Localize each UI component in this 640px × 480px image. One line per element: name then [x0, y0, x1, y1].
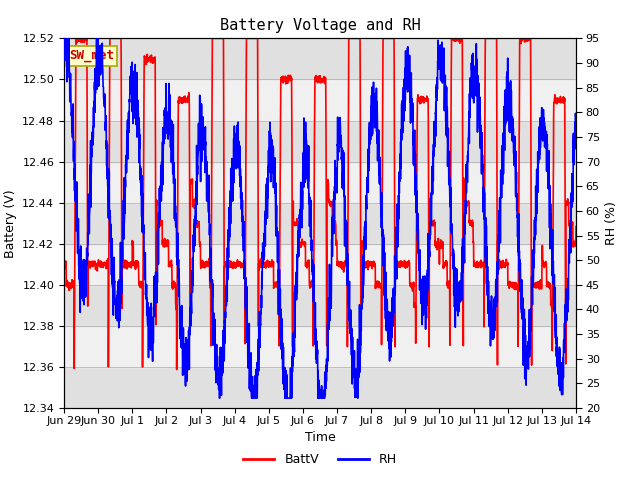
Y-axis label: RH (%): RH (%): [605, 201, 618, 245]
X-axis label: Time: Time: [305, 431, 335, 444]
Bar: [64, 285, 576, 326]
Bar: [64, 244, 576, 285]
Text: SW_met: SW_met: [69, 49, 114, 62]
Legend: BattV, RH: BattV, RH: [238, 448, 402, 471]
Bar: [64, 80, 576, 120]
Bar: [64, 326, 576, 367]
Title: Battery Voltage and RH: Battery Voltage and RH: [220, 18, 420, 33]
Bar: [64, 38, 576, 80]
Bar: [64, 120, 576, 162]
Bar: [64, 162, 576, 203]
Y-axis label: Battery (V): Battery (V): [4, 189, 17, 257]
Bar: [64, 203, 576, 244]
Bar: [64, 367, 576, 408]
